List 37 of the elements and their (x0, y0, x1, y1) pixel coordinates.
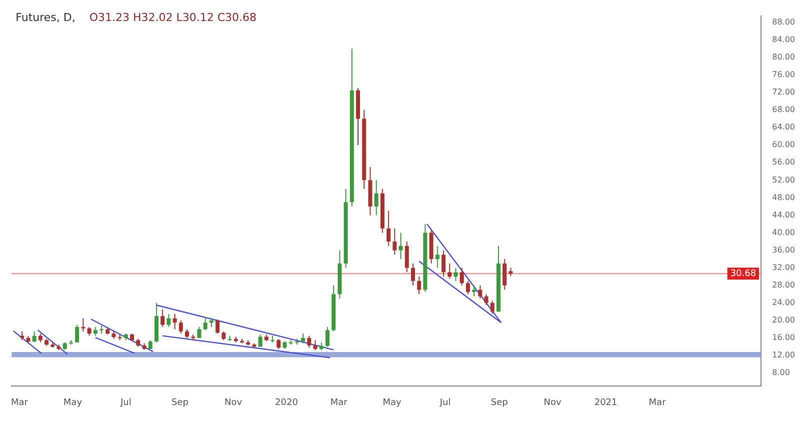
x-tick-label: Mar (11, 398, 28, 408)
y-tick-label: 8.00 (772, 368, 790, 378)
x-tick-label: 2021 (594, 398, 618, 408)
y-tick-label: 76.00 (772, 70, 796, 80)
y-tick-label: 68.00 (772, 105, 796, 114)
y-tick-label: 48.00 (772, 192, 796, 202)
y-tick-label: 52.00 (772, 175, 796, 184)
x-tick-label: Sep (490, 398, 508, 408)
y-tick-label: 20.00 (772, 316, 796, 325)
x-tick-label: Mar (648, 398, 666, 408)
y-tick-label: 80.00 (772, 52, 796, 62)
x-tick-label: Nov (224, 398, 243, 408)
y-tick-label: 72.00 (772, 88, 796, 97)
x-tick-label: 2020 (275, 398, 298, 408)
y-tick-label: 60.00 (772, 140, 796, 150)
y-tick-label: 64.00 (772, 122, 796, 132)
x-tick-label: Sep (172, 398, 189, 408)
x-tick-label: Jul (438, 398, 451, 408)
x-tick-label: May (63, 398, 83, 408)
y-tick-label: 24.00 (772, 298, 796, 307)
y-tick-label: 28.00 (772, 280, 796, 290)
y-tick-label: 16.00 (772, 333, 796, 342)
y-tick-label: 44.00 (772, 210, 796, 220)
x-tick-label: Nov (544, 398, 562, 408)
chart-title: Futures, D, (16, 10, 76, 24)
y-tick-label: 40.00 (772, 228, 796, 237)
x-tick-label: Mar (330, 398, 348, 408)
y-tick-label: 84.00 (772, 34, 796, 44)
y-tick-label: 36.00 (772, 245, 796, 254)
y-tick-label: 88.00 (772, 17, 796, 26)
annotation: O31.23 H32.02 L30.12 C30.68 (89, 10, 257, 24)
ref-line-label: 30.68 (730, 268, 756, 279)
y-tick-label: 32.00 (772, 262, 796, 272)
x-tick-label: May (382, 398, 402, 408)
y-tick-label: 56.00 (772, 158, 796, 167)
y-tick-label: 12.00 (772, 350, 796, 360)
x-tick-label: Jul (120, 398, 132, 408)
